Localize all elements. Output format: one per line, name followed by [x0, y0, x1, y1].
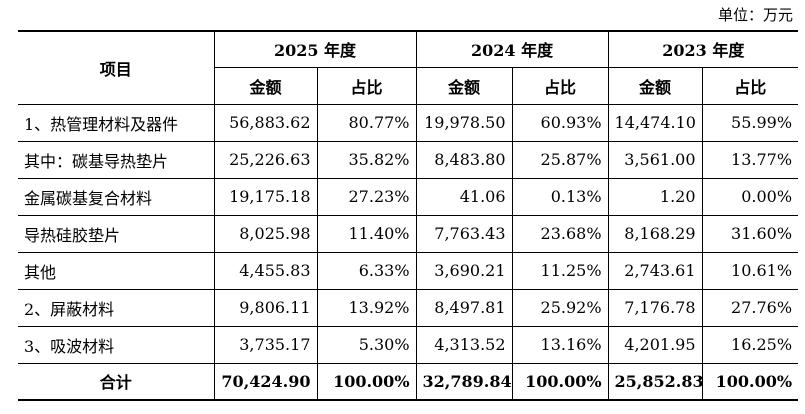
cell-amount-2023: 1.20 [607, 177, 703, 216]
header-row-years: 项目 2025 年度 2024 年度 2023 年度 [18, 30, 799, 105]
revenue-table: 项目 2025 年度 2024 年度 2023 年度 金额 占比 金额 占比 金… [18, 30, 799, 401]
unit-label: 单位：万元 [717, 6, 793, 24]
total-row: 合计 70,424.90 100.00% 32,789.84 100.00% 2… [18, 362, 799, 401]
cell-ratio-2024: 23.68% [511, 214, 609, 253]
cell-ratio-2025: 27.23% [316, 177, 417, 216]
table-row: 金属碳基复合材料 19,175.18 27.23% 41.06 0.13% 1.… [18, 177, 799, 216]
cell-amount-2024: 7,763.43 [415, 214, 513, 253]
cell-amount-2023: 2,743.61 [607, 251, 703, 290]
cell-ratio-2023: 16.25% [701, 325, 799, 364]
header-item: 项目 [18, 30, 215, 105]
cell-ratio-2023: 10.61% [701, 251, 799, 290]
cell-ratio-2023: 13.77% [701, 140, 799, 179]
table-row: 2、屏蔽材料 9,806.11 13.92% 8,497.81 25.92% 7… [18, 288, 799, 327]
cell-amount-2024: 8,497.81 [415, 288, 513, 327]
cell-ratio-2024: 11.25% [511, 251, 609, 290]
header-ratio: 占比 [511, 66, 609, 105]
cell-amount-2024: 41.06 [415, 177, 513, 216]
row-label: 导热硅胶垫片 [18, 214, 215, 253]
cell-amount-2023: 4,201.95 [607, 325, 703, 364]
header-ratio: 占比 [701, 66, 799, 105]
cell-amount-2023: 14,474.10 [607, 103, 703, 142]
cell-ratio-2025: 13.92% [316, 288, 417, 327]
header-ratio: 占比 [316, 66, 417, 105]
cell-ratio-2025: 35.82% [316, 140, 417, 179]
cell-amount-2025: 56,883.62 [213, 103, 318, 142]
total-amount-2023: 25,852.83 [607, 362, 704, 401]
cell-ratio-2023: 31.60% [701, 214, 799, 253]
header-amount: 金额 [214, 66, 318, 105]
row-label: 3、吸波材料 [18, 325, 215, 364]
header-year-2024: 2024 年度 [415, 30, 609, 68]
total-ratio-2023: 100.00% [701, 362, 799, 401]
cell-ratio-2025: 11.40% [316, 214, 417, 253]
header-amount: 金额 [607, 66, 703, 105]
table-row: 3、吸波材料 3,735.17 5.30% 4,313.52 13.16% 4,… [18, 325, 799, 364]
cell-amount-2025: 19,175.18 [213, 177, 318, 216]
cell-ratio-2024: 0.13% [511, 177, 609, 216]
cell-ratio-2025: 5.30% [316, 325, 417, 364]
cell-amount-2025: 8,025.98 [213, 214, 318, 253]
cell-amount-2024: 4,313.52 [415, 325, 513, 364]
total-amount-2025: 70,424.90 [213, 362, 318, 401]
cell-amount-2024: 8,483.80 [415, 140, 513, 179]
total-ratio-2025: 100.00% [316, 362, 417, 401]
cell-ratio-2023: 55.99% [701, 103, 799, 142]
cell-amount-2023: 3,561.00 [607, 140, 703, 179]
total-ratio-2024: 100.00% [511, 362, 609, 401]
row-label: 其他 [18, 251, 215, 290]
row-label: 其中：碳基导热垫片 [18, 140, 215, 179]
cell-amount-2023: 8,168.29 [607, 214, 703, 253]
cell-ratio-2024: 25.92% [511, 288, 609, 327]
table-row: 其中：碳基导热垫片 25,226.63 35.82% 8,483.80 25.8… [18, 140, 799, 179]
cell-ratio-2025: 6.33% [316, 251, 417, 290]
total-amount-2024: 32,789.84 [415, 362, 513, 401]
cell-amount-2024: 19,978.50 [415, 103, 513, 142]
row-label: 金属碳基复合材料 [18, 177, 215, 216]
total-label: 合计 [18, 362, 215, 401]
header-year-2025: 2025 年度 [213, 30, 417, 68]
cell-ratio-2025: 80.77% [316, 103, 417, 142]
header-year-2023: 2023 年度 [607, 30, 799, 68]
cell-ratio-2024: 60.93% [511, 103, 609, 142]
cell-amount-2023: 7,176.78 [607, 288, 703, 327]
cell-ratio-2024: 25.87% [511, 140, 609, 179]
cell-amount-2024: 3,690.21 [415, 251, 513, 290]
cell-amount-2025: 4,455.83 [213, 251, 318, 290]
table-row: 其他 4,455.83 6.33% 3,690.21 11.25% 2,743.… [18, 251, 799, 290]
cell-amount-2025: 3,735.17 [213, 325, 318, 364]
cell-amount-2025: 25,226.63 [213, 140, 318, 179]
cell-amount-2025: 9,806.11 [213, 288, 318, 327]
header-amount: 金额 [415, 66, 513, 105]
table-row: 导热硅胶垫片 8,025.98 11.40% 7,763.43 23.68% 8… [18, 214, 799, 253]
cell-ratio-2023: 27.76% [701, 288, 799, 327]
cell-ratio-2024: 13.16% [511, 325, 609, 364]
cell-ratio-2023: 0.00% [701, 177, 799, 216]
row-label: 1、热管理材料及器件 [18, 103, 215, 142]
table-row: 1、热管理材料及器件 56,883.62 80.77% 19,978.50 60… [18, 103, 799, 142]
row-label: 2、屏蔽材料 [18, 288, 215, 327]
